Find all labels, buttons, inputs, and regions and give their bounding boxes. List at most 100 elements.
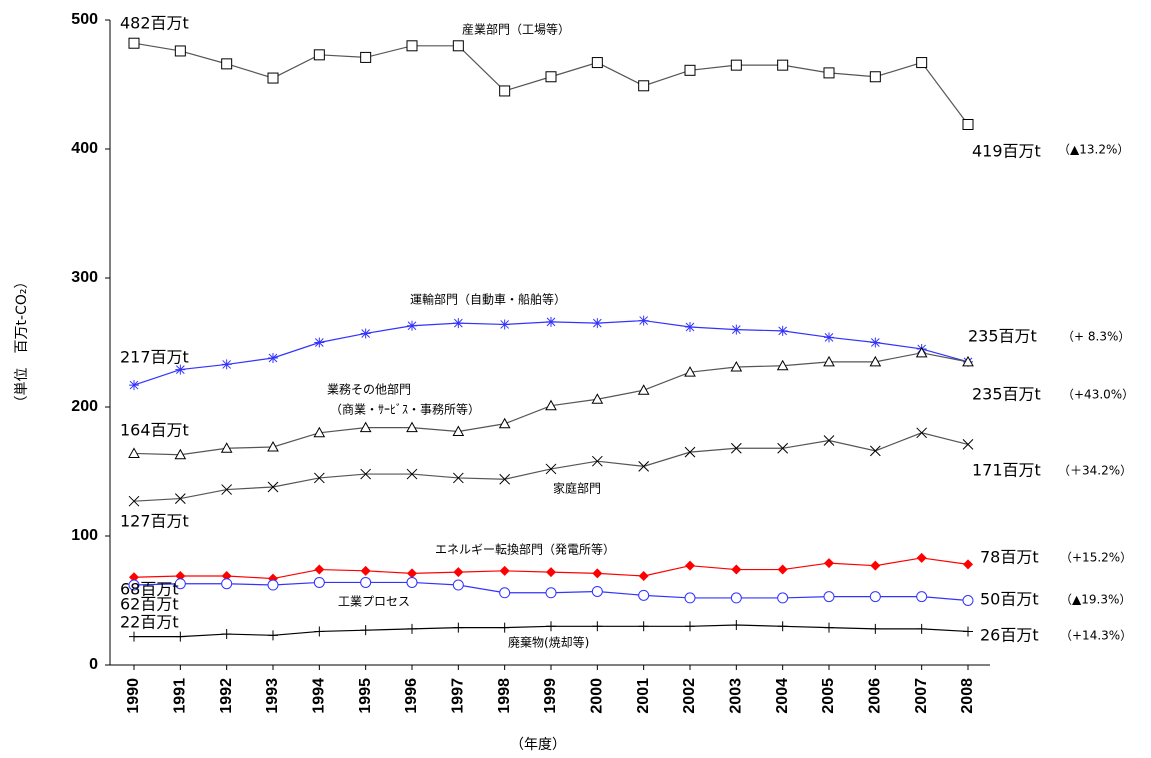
x-tick-label: 2004	[774, 678, 791, 714]
annotation: 78百万t	[980, 548, 1039, 567]
marker	[313, 576, 325, 588]
annotation: 62百万t	[120, 595, 179, 614]
marker	[407, 623, 417, 634]
marker	[314, 564, 325, 575]
marker	[638, 621, 649, 632]
marker	[129, 631, 139, 642]
annotation: （+43.0%）	[1062, 388, 1134, 402]
marker	[731, 620, 742, 631]
marker	[592, 568, 603, 579]
marker	[730, 592, 742, 604]
x-tick-label: 2002	[681, 678, 698, 714]
marker	[221, 570, 232, 581]
marker	[824, 622, 834, 633]
marker	[359, 421, 372, 433]
marker	[685, 560, 695, 571]
y-axis-label: （単位 百万t-CO₂）	[14, 275, 30, 410]
annotation: 22百万t	[120, 613, 179, 632]
marker	[407, 320, 417, 331]
marker	[730, 59, 742, 71]
marker	[499, 587, 511, 599]
marker	[870, 337, 881, 348]
annotation: 産業部門（工場等）	[462, 22, 570, 37]
annotation: （+15.2%）	[1060, 551, 1132, 565]
marker	[731, 564, 742, 575]
marker	[638, 315, 649, 326]
marker	[638, 589, 650, 601]
marker	[453, 567, 464, 578]
marker	[870, 623, 881, 634]
annotation: （＋34.2%）	[1058, 464, 1132, 478]
marker	[545, 399, 557, 411]
x-tick-label: 2008	[959, 678, 976, 714]
y-tick-label: 400	[71, 140, 98, 157]
marker	[174, 578, 186, 590]
x-tick-label: 1991	[172, 678, 189, 714]
marker	[915, 346, 928, 358]
marker	[916, 427, 928, 439]
marker	[314, 626, 325, 637]
marker	[406, 468, 418, 480]
marker	[175, 570, 186, 581]
x-tick-label: 2001	[635, 678, 652, 714]
marker	[685, 322, 695, 333]
annotation: （商業・ｻｰﾋﾞｽ・事務所等）	[330, 402, 480, 417]
marker	[824, 332, 834, 343]
marker	[221, 58, 233, 70]
marker	[591, 57, 603, 69]
marker	[869, 355, 882, 367]
marker	[869, 591, 881, 603]
annotation: （+14.3%）	[1060, 629, 1132, 643]
marker	[174, 448, 187, 460]
marker	[777, 59, 789, 71]
x-tick-label: 2003	[728, 678, 745, 714]
series-line	[133, 42, 969, 125]
marker	[499, 85, 511, 97]
series-line	[133, 432, 969, 502]
marker	[684, 446, 696, 458]
marker	[730, 442, 742, 454]
marker	[313, 49, 325, 61]
marker	[452, 579, 464, 591]
marker	[545, 71, 557, 83]
marker	[360, 565, 371, 576]
marker	[452, 40, 464, 52]
marker	[637, 384, 650, 395]
marker	[360, 51, 372, 63]
marker	[963, 626, 973, 637]
marker	[916, 591, 928, 603]
marker	[453, 318, 464, 329]
marker	[129, 380, 139, 391]
marker	[869, 71, 881, 83]
marker	[452, 425, 465, 437]
annotation: （▲19.3%）	[1060, 593, 1131, 607]
marker	[776, 359, 789, 371]
y-tick-label: 100	[71, 527, 98, 544]
marker	[268, 352, 278, 363]
series-line	[133, 319, 969, 386]
marker	[267, 579, 279, 591]
marker	[129, 572, 139, 583]
marker	[685, 621, 695, 632]
marker	[268, 630, 278, 641]
marker	[638, 460, 650, 472]
annotation: 運輸部門（自動車・船舶等）	[410, 292, 566, 307]
marker	[406, 576, 418, 588]
marker	[592, 318, 603, 329]
y-tick-label: 200	[71, 398, 98, 415]
marker	[962, 595, 974, 606]
annotation: 廃棄物(焼却等)	[508, 635, 589, 650]
marker	[221, 359, 232, 370]
x-tick-label: 2000	[589, 678, 606, 714]
annotation: 235百万t	[972, 385, 1041, 404]
annotation: 127百万t	[120, 512, 189, 531]
annotation: 家庭部門	[553, 481, 601, 496]
marker	[452, 472, 464, 484]
x-tick-label: 2005	[820, 678, 837, 714]
x-tick-label: 2006	[867, 678, 884, 714]
marker	[546, 316, 556, 327]
x-tick-label: 1993	[264, 678, 281, 714]
marker	[499, 473, 511, 485]
annotation: 68百万t	[120, 580, 179, 599]
marker	[499, 622, 510, 633]
